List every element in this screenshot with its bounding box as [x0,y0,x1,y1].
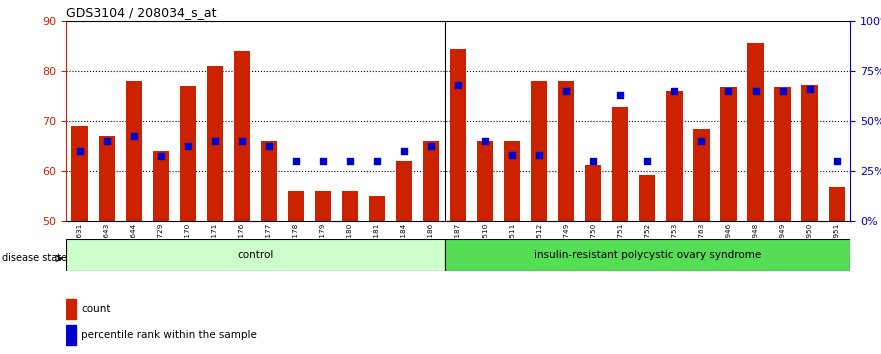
Bar [445,239,850,271]
Point [830,158,844,164]
Point [478,138,492,144]
Text: percentile rank within the sample: percentile rank within the sample [81,330,257,340]
Bar [774,87,790,221]
Bar [693,129,709,221]
Bar [152,151,169,221]
Point [694,138,708,144]
Point [397,148,411,154]
Bar [747,43,764,221]
Bar [66,239,445,271]
Bar [423,141,440,221]
Bar [559,81,574,221]
Point [316,158,330,164]
Point [208,138,222,144]
Bar [207,66,223,221]
Bar [233,51,250,221]
Bar [612,107,628,221]
Text: GDS3104 / 208034_s_at: GDS3104 / 208034_s_at [66,6,217,19]
Point [668,88,682,94]
Bar [369,196,385,221]
Text: disease state: disease state [2,253,67,263]
Point [72,148,86,154]
Bar [585,165,602,221]
Text: insulin-resistant polycystic ovary syndrome: insulin-resistant polycystic ovary syndr… [534,250,761,260]
Point [343,158,357,164]
Point [100,138,114,144]
Point [640,158,655,164]
Point [451,82,465,88]
Point [749,88,763,94]
Bar [531,81,547,221]
Point [289,158,303,164]
Point [127,133,141,139]
Bar [721,87,737,221]
Bar [315,191,331,221]
Point [181,143,195,149]
Bar [66,299,76,319]
Point [370,158,384,164]
Point [775,88,789,94]
Bar [99,136,115,221]
Bar [855,61,872,221]
Bar [180,86,196,221]
Point [803,86,817,92]
Bar [396,161,412,221]
Bar [71,126,88,221]
Bar [450,49,466,221]
Bar [666,91,683,221]
Text: control: control [237,250,273,260]
Point [559,88,574,94]
Point [532,153,546,158]
Point [262,143,276,149]
Bar [66,325,76,345]
Point [505,153,519,158]
Bar [126,81,142,221]
Bar [288,191,304,221]
Bar [802,85,818,221]
Bar [828,187,845,221]
Point [856,86,870,92]
Bar [640,175,655,221]
Bar [261,141,277,221]
Point [424,143,438,149]
Point [234,138,248,144]
Point [722,88,736,94]
Bar [342,191,358,221]
Point [153,153,167,159]
Text: count: count [81,304,111,314]
Point [586,158,600,164]
Bar [504,141,521,221]
Point [613,92,627,98]
Bar [477,141,493,221]
